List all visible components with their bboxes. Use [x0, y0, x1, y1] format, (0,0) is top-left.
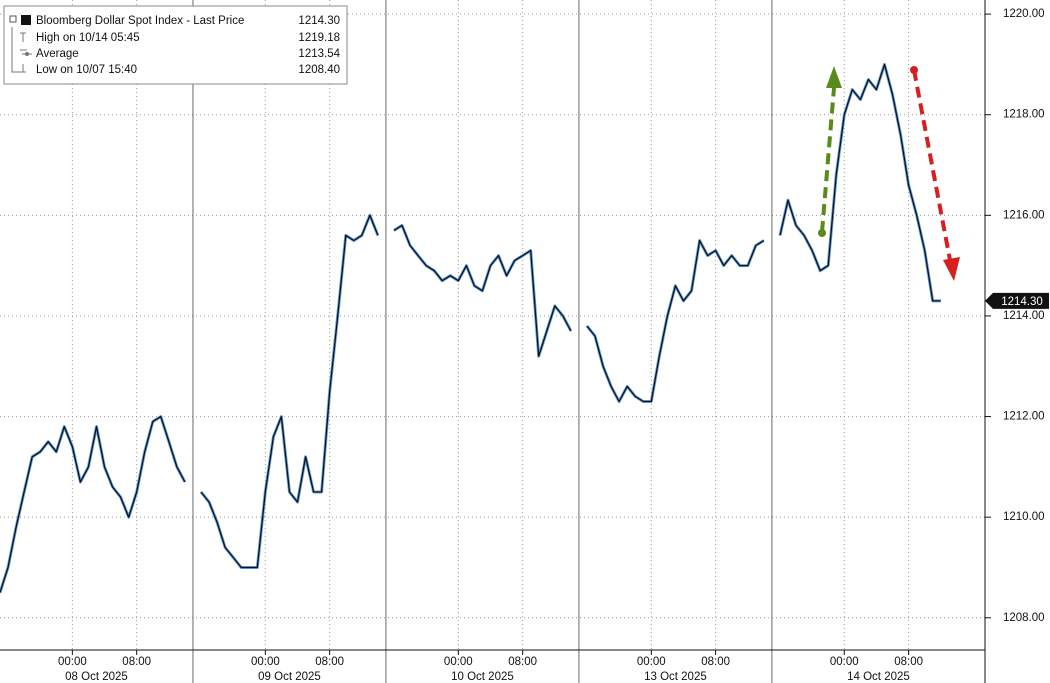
y-tick-label: 1212.00: [1003, 411, 1045, 423]
y-tick-label: 1210.00: [1003, 511, 1045, 523]
legend: Bloomberg Dollar Spot Index - Last Price…: [3, 5, 348, 85]
x-tick-label: 08:00: [315, 656, 344, 668]
day-label: 14 Oct 2025: [847, 671, 910, 683]
day-label: 09 Oct 2025: [258, 671, 321, 683]
up-arrow: [818, 66, 842, 237]
x-tick-label: 00:00: [637, 656, 666, 668]
y-tick-label: 1218.00: [1003, 109, 1045, 121]
day-label: 10 Oct 2025: [451, 671, 514, 683]
plot: [0, 62, 941, 594]
legend-label: Low on 10/07 15:40: [36, 64, 137, 76]
y-tick-label: 1220.00: [1003, 8, 1045, 20]
grid: [0, 0, 985, 683]
legend-box: [3, 5, 348, 85]
y-tick-label: 1208.00: [1003, 612, 1045, 624]
legend-value: 1208.40: [298, 64, 340, 76]
x-tick-label: 08:00: [122, 656, 151, 668]
legend-label: Average: [36, 48, 79, 60]
x-tick-label: 08:00: [508, 656, 537, 668]
legend-icon: [20, 53, 32, 73]
x-tick-label: 00:00: [58, 656, 87, 668]
down-arrow: [910, 66, 960, 281]
x-tick-label: 08:00: [894, 656, 923, 668]
x-tick-label: 08:00: [701, 656, 730, 668]
legend-last-value: 1214.30: [298, 15, 340, 27]
legend-title: Bloomberg Dollar Spot Index - Last Price: [36, 15, 244, 27]
legend-value: 1213.54: [298, 48, 340, 60]
legend-icons: [11, 27, 27, 73]
x-tick-label: 00:00: [251, 656, 280, 668]
day-label: 08 Oct 2025: [65, 671, 128, 683]
day-label: 13 Oct 2025: [644, 671, 707, 683]
price-line: [0, 63, 941, 593]
last-price-tag: [985, 292, 1049, 309]
x-tick-label: 00:00: [830, 656, 859, 668]
legend-toggle: [9, 15, 17, 23]
price-line-shadow: [0, 62, 941, 594]
x-tick-label: 00:00: [444, 656, 473, 668]
legend-swatch: [21, 15, 31, 25]
y-tick-label: 1214.00: [1003, 310, 1045, 322]
legend-label: High on 10/14 05:45: [36, 32, 140, 44]
y-tick-label: 1216.00: [1003, 209, 1045, 221]
last-price-label: 1214.30: [1001, 296, 1043, 308]
legend-value: 1219.18: [298, 32, 340, 44]
